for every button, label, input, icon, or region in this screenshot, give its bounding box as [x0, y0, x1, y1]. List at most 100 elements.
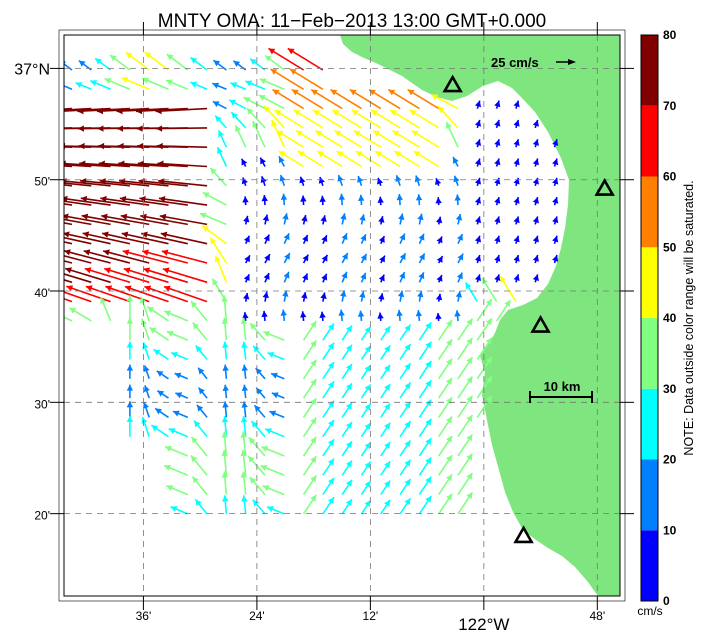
- current-vector-head: [413, 151, 421, 158]
- current-vector-head: [399, 233, 406, 241]
- current-vector-head: [240, 471, 248, 478]
- current-vector-head: [240, 416, 248, 423]
- colorbar-tick-label: 70: [663, 99, 677, 113]
- current-vector-head: [397, 290, 405, 298]
- current-vector-head: [267, 506, 274, 513]
- current-vector-head: [249, 477, 257, 484]
- current-vector-head: [135, 107, 143, 115]
- current-vector-head: [384, 345, 391, 353]
- current-vector-head: [242, 196, 249, 203]
- current-vector-head: [164, 310, 172, 317]
- current-vector-head: [139, 195, 146, 203]
- current-vector: [407, 88, 440, 110]
- current-vector-head: [446, 122, 452, 129]
- current-vector-head: [262, 291, 269, 299]
- current-vector-head: [302, 234, 309, 242]
- current-vector: [101, 214, 150, 226]
- current-vector-head: [221, 449, 228, 457]
- current-vector-head: [552, 197, 559, 204]
- current-vector: [156, 127, 208, 130]
- current-vector-head: [147, 306, 155, 313]
- current-vector-head: [261, 195, 268, 202]
- current-vector-head: [64, 195, 68, 203]
- current-vector-head: [435, 216, 443, 224]
- current-vector-head: [156, 142, 163, 150]
- current-vector-head: [360, 253, 367, 261]
- current-vector-head: [532, 255, 539, 262]
- current-vector: [291, 88, 324, 110]
- current-vector-head: [241, 158, 248, 166]
- current-vector-head: [116, 107, 123, 115]
- current-vector-head: [384, 422, 391, 430]
- current-vector-head: [198, 387, 205, 395]
- current-vector-head: [144, 285, 152, 292]
- current-vector-head: [210, 167, 217, 175]
- current-vector-head: [137, 160, 145, 167]
- current-vector-head: [379, 255, 385, 263]
- current-vector-head: [384, 461, 391, 469]
- current-vector-head: [446, 493, 453, 501]
- current-vector-head: [166, 330, 174, 337]
- current-vector-head: [474, 216, 482, 224]
- current-vector-head: [552, 158, 559, 166]
- current-vector-head: [474, 274, 482, 282]
- current-vector-head: [143, 365, 150, 373]
- current-vector: [104, 267, 150, 284]
- current-vector: [268, 47, 305, 71]
- current-vector: [349, 88, 382, 110]
- current-vector-head: [435, 293, 443, 301]
- current-vector-head: [373, 130, 380, 137]
- current-vector-head: [349, 89, 357, 96]
- current-vector-head: [341, 271, 348, 279]
- current-vector-head: [364, 403, 371, 411]
- current-vector-head: [230, 82, 238, 89]
- current-vector-head: [175, 392, 183, 399]
- current-vector-head: [192, 322, 200, 330]
- current-vector-head: [222, 341, 229, 348]
- current-vector-head: [136, 125, 143, 132]
- current-vector-head: [243, 235, 250, 243]
- current-vector-head: [137, 142, 144, 150]
- current-vector-head: [415, 194, 423, 201]
- current-vector-head: [45, 249, 52, 255]
- colorbar-tick-label: 10: [663, 523, 677, 537]
- current-vector-head: [319, 311, 326, 318]
- current-vector-head: [513, 100, 520, 108]
- scale-vector-arrowhead: [568, 59, 576, 65]
- current-vector-head: [143, 267, 150, 274]
- current-vector-head: [268, 48, 276, 55]
- current-vector-head: [404, 343, 411, 351]
- current-vector: [64, 236, 92, 245]
- current-vector-head: [164, 464, 171, 471]
- current-vector-head: [318, 176, 325, 184]
- current-vector-head: [99, 178, 106, 185]
- current-vector-head: [246, 108, 254, 115]
- current-vector-head: [302, 273, 308, 281]
- current-vector-head: [252, 499, 260, 507]
- current-vector-head: [101, 213, 108, 220]
- current-vector-head: [328, 477, 334, 485]
- current-vector-head: [40, 160, 46, 166]
- current-vector-head: [222, 364, 229, 371]
- current-vector-head: [371, 110, 378, 116]
- current-vector-head: [378, 216, 385, 223]
- current-vector-head: [122, 249, 130, 256]
- current-vector: [155, 107, 208, 113]
- current-vector-head: [297, 151, 305, 158]
- current-vector-head: [293, 110, 301, 116]
- current-vector: [120, 214, 169, 226]
- current-vector: [64, 255, 92, 264]
- current-vector-head: [158, 195, 166, 203]
- current-vector-head: [202, 192, 210, 199]
- current-vector-head: [320, 215, 327, 222]
- current-vector-head: [212, 82, 220, 89]
- current-vector-head: [124, 285, 132, 292]
- current-vector-head: [345, 479, 352, 487]
- current-vector-head: [121, 77, 129, 83]
- current-vector-head: [248, 455, 255, 463]
- current-vector-head: [241, 177, 248, 185]
- current-vector-head: [485, 376, 492, 383]
- current-vector-head: [172, 410, 180, 417]
- current-vector-head: [195, 499, 202, 507]
- current-vector-head: [311, 89, 318, 96]
